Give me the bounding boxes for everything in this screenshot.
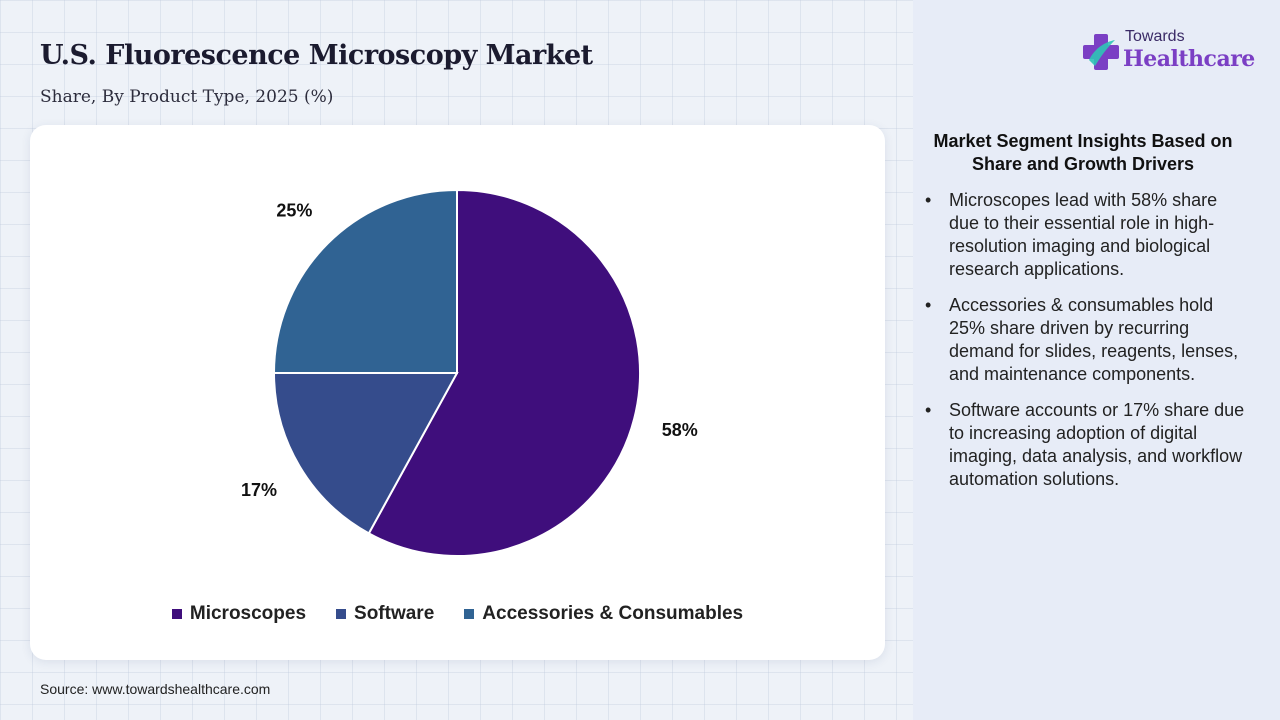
legend-swatch <box>336 609 347 619</box>
pie-data-label: 25% <box>276 200 312 220</box>
chart-legend: Microscopes Software Accessories & Consu… <box>30 603 885 625</box>
legend-swatch <box>171 609 182 619</box>
insight-item: Software accounts or 17% share due to in… <box>923 399 1245 491</box>
legend-label: Accessories & Consumables <box>482 603 744 624</box>
legend-label: Software <box>354 603 435 624</box>
legend-item-software: Software <box>336 603 434 625</box>
legend-label: Microscopes <box>189 603 307 624</box>
legend-swatch <box>464 609 475 619</box>
pie-data-label: 58% <box>662 420 698 440</box>
pie-slice-software <box>272 372 459 535</box>
insights-list: Microscopes lead with 58% share due to t… <box>923 189 1245 504</box>
chart-subtitle: Share, By Product Type, 2025 (%) <box>40 87 334 107</box>
source-note: Source: www.towardshealthcare.com <box>40 681 271 697</box>
pie-data-label: 17% <box>241 480 277 500</box>
brand-logo: Towards Healthcare <box>1081 28 1261 78</box>
insights-panel: Towards Healthcare Market Segment Insigh… <box>913 0 1280 720</box>
pie-slice-accessories-consumables <box>272 188 458 374</box>
chart-title: U.S. Fluorescence Microscopy Market <box>40 40 593 71</box>
legend-item-microscopes: Microscopes <box>171 603 307 625</box>
legend-item-accessories: Accessories & Consumables <box>464 603 743 625</box>
pie-chart: 58% 17% 25% <box>241 188 698 557</box>
insights-title: Market Segment Insights Based on Share a… <box>933 131 1233 174</box>
logo-text-small: Towards <box>1125 28 1185 45</box>
medical-cross-icon <box>1083 34 1119 70</box>
insight-item: Accessories & consumables hold 25% share… <box>923 294 1245 386</box>
pie-slice-microscopes <box>367 188 641 557</box>
logo-text-big: Healthcare <box>1123 46 1255 72</box>
insight-item: Microscopes lead with 58% share due to t… <box>923 189 1245 281</box>
chart-card: 58% 17% 25% Microscopes Software Accessori… <box>30 125 885 660</box>
